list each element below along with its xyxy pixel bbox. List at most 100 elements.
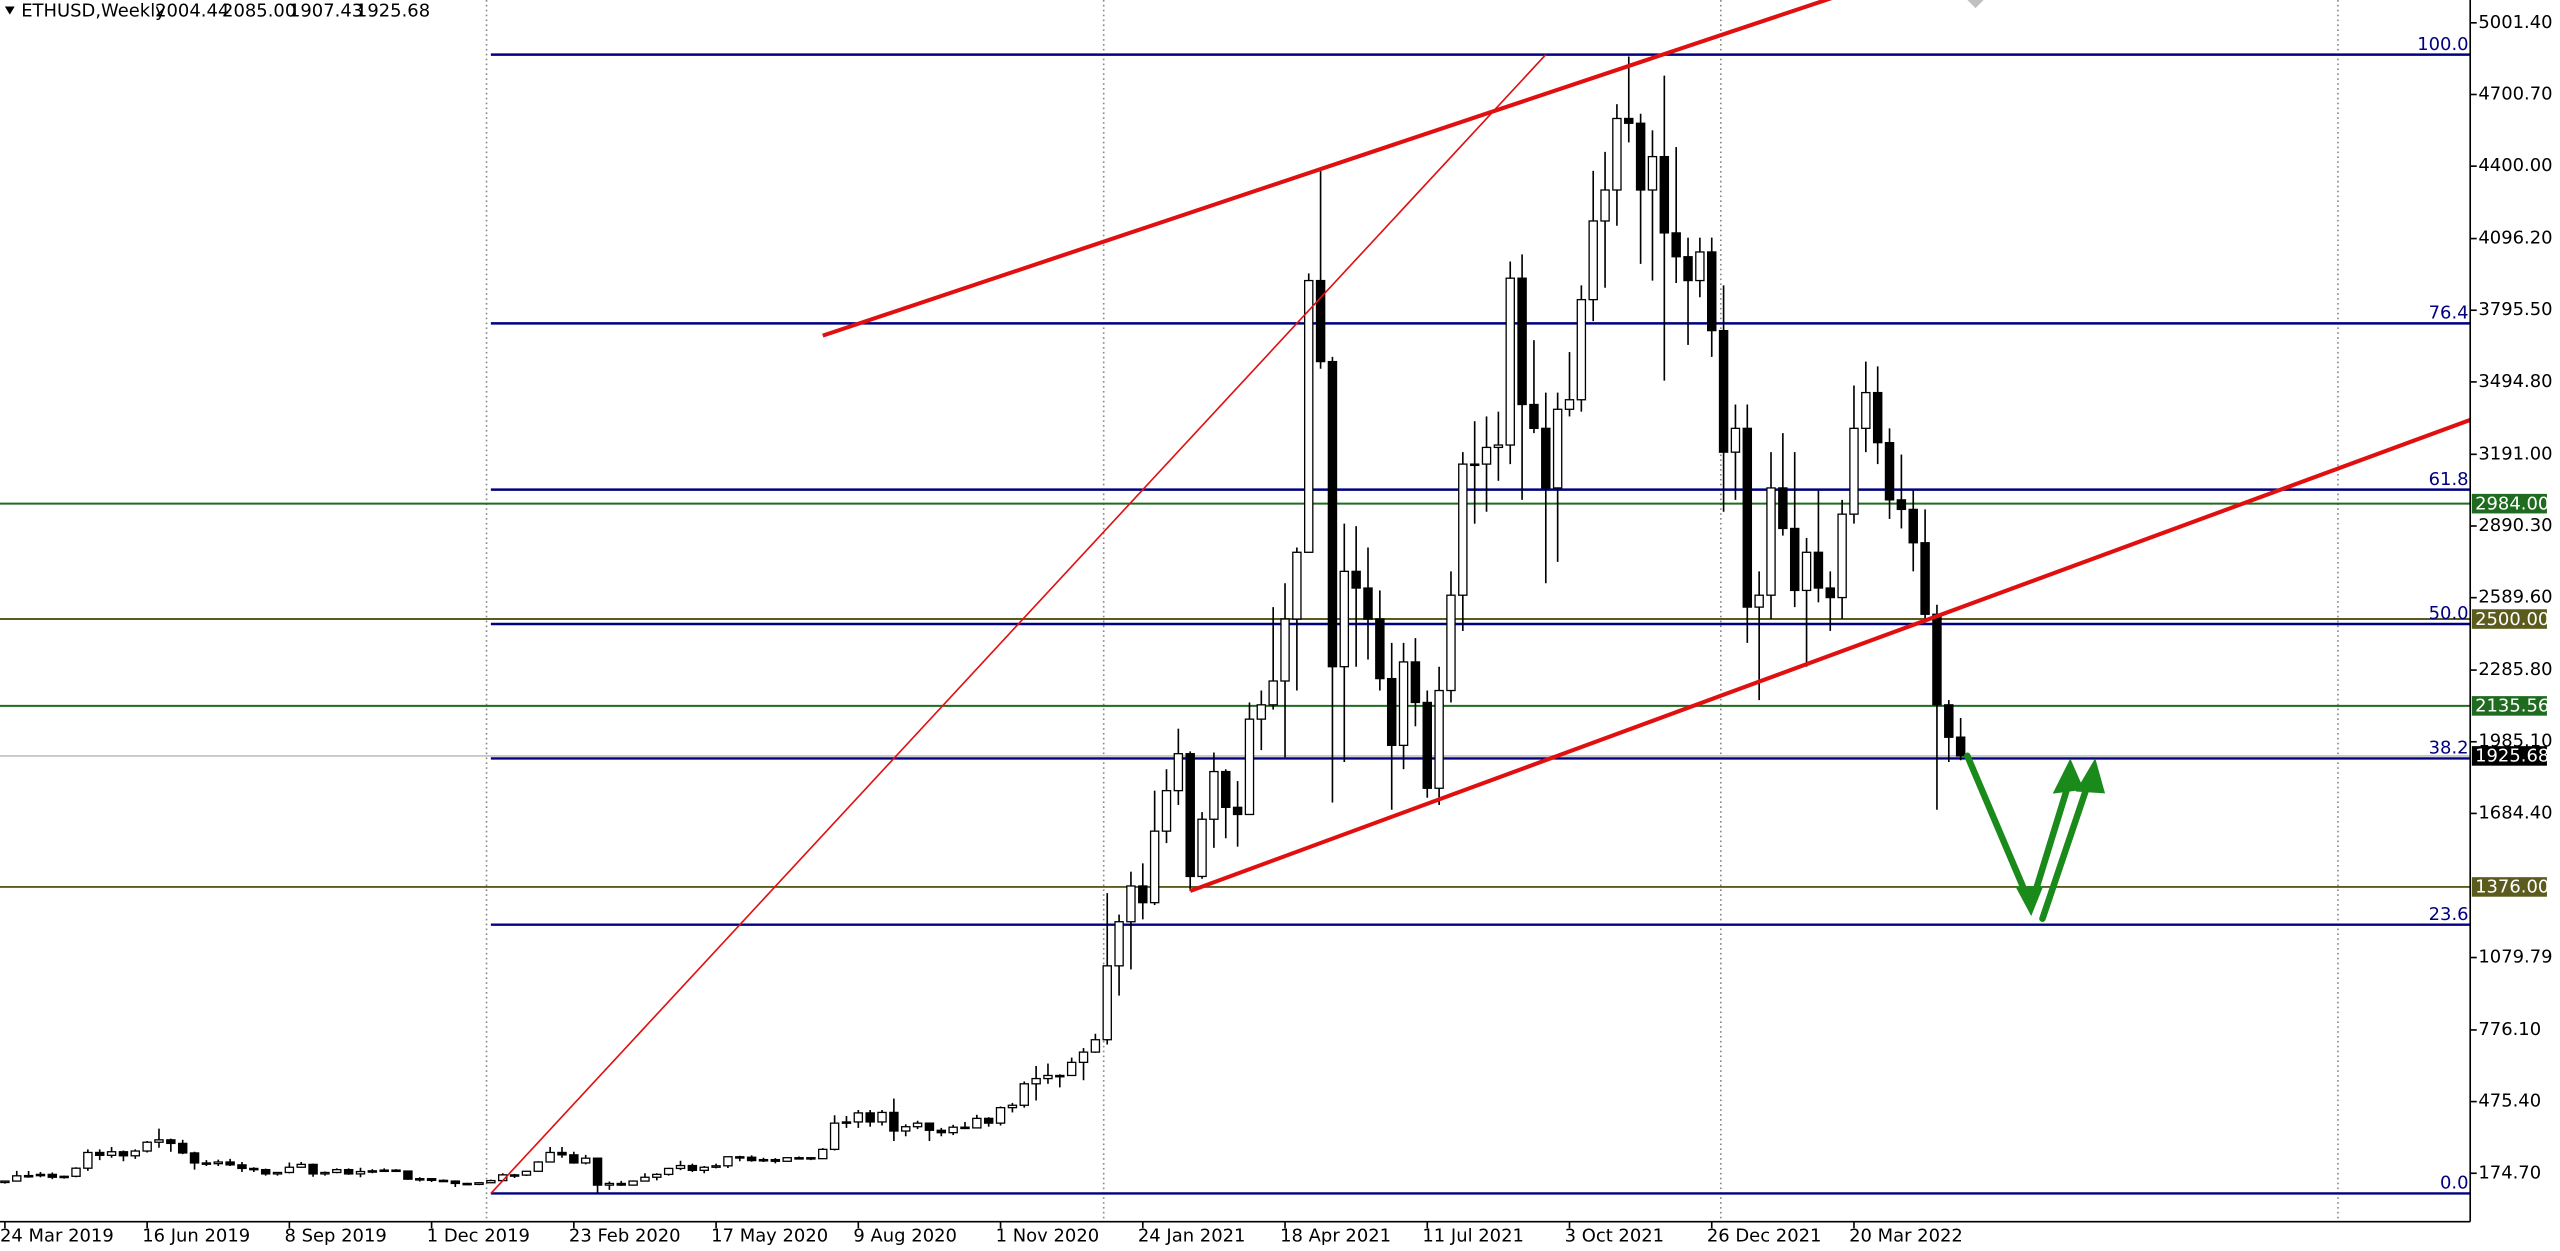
axis-layer: 5001.40 4700.70 4400.00 4096.20 3795.50 3494.…	[0, 12, 2553, 1247]
header-value: 2004.44	[155, 0, 229, 21]
candle-body	[1375, 618, 1385, 680]
trendline-layer	[490, 0, 2471, 1195]
candle-body	[1469, 463, 1480, 467]
candle-body	[320, 1171, 330, 1175]
candle-body	[889, 1111, 899, 1132]
candle-body	[1315, 279, 1326, 363]
y-tick-label: 174.70	[2478, 1162, 2541, 1183]
y-tick-label: 2890.30	[2478, 515, 2552, 536]
candle-body	[687, 1164, 698, 1171]
candle-body	[1529, 403, 1539, 429]
candle-body	[1635, 122, 1646, 191]
candle-body	[1789, 527, 1800, 592]
candle-body	[1849, 427, 1859, 515]
price-level-box	[2471, 877, 2547, 897]
y-tick-label: 1079.79	[2478, 947, 2552, 968]
candle-body	[1825, 587, 1836, 599]
candle-body	[1600, 189, 1610, 222]
price-level-label: 1925.68	[2475, 746, 2549, 767]
candle-body	[616, 1182, 626, 1186]
x-tick-label: 18 Apr 2021	[1280, 1225, 1391, 1246]
x-tick-label: 8 Sep 2019	[284, 1225, 386, 1246]
header-title: ETHUSD,Weekly	[21, 0, 166, 21]
candle-body	[806, 1157, 816, 1160]
candle-body	[841, 1121, 852, 1124]
fib-label: 61.8	[2429, 469, 2469, 490]
candle-body	[1576, 298, 1587, 401]
x-tick-label: 23 Feb 2020	[569, 1225, 681, 1246]
candle-body	[166, 1139, 176, 1145]
candle-body	[1244, 718, 1255, 816]
candle-body	[699, 1166, 709, 1171]
candle-body	[1920, 542, 1930, 615]
candle-body	[794, 1157, 804, 1160]
arrow-head	[2015, 886, 2044, 917]
candle-body	[652, 1173, 662, 1178]
candle-body	[249, 1167, 259, 1171]
candle-body	[391, 1169, 401, 1173]
candle-body	[403, 1170, 413, 1180]
candle-body	[1090, 1039, 1101, 1053]
candle-body	[1837, 513, 1847, 599]
candle-body	[1813, 551, 1824, 589]
x-tick-label: 3 Oct 2021	[1565, 1225, 1665, 1246]
candle-body	[1754, 594, 1764, 608]
candle-body	[723, 1156, 733, 1167]
candle-body	[1517, 277, 1527, 406]
fibonacci-layer: 100.0 76.4 61.8 50.0 38.2 23.6 0.0	[490, 34, 2471, 1195]
candle-body	[1232, 806, 1243, 816]
candle-body	[782, 1157, 792, 1162]
y-tick-label: 4096.20	[2478, 228, 2552, 249]
levels-layer	[0, 502, 2471, 888]
fib-label: 0.0	[2440, 1173, 2469, 1194]
candle-body	[924, 1122, 935, 1131]
fib-label: 100.0	[2417, 34, 2468, 55]
candle-body	[1126, 885, 1136, 923]
x-tick-label: 1 Nov 2020	[996, 1225, 1100, 1246]
candle-body	[1778, 487, 1788, 530]
candle-body	[545, 1151, 555, 1163]
candle-body	[71, 1167, 81, 1177]
x-tick-label: 16 Jun 2019	[142, 1225, 250, 1246]
header-value: 2085.00	[222, 0, 296, 21]
candle-body	[1624, 117, 1634, 124]
candle-body	[1066, 1061, 1077, 1077]
y-tick-label: 3795.50	[2478, 299, 2552, 320]
y-tick-label: 2589.60	[2478, 587, 2552, 608]
y-tick-label: 776.10	[2478, 1019, 2541, 1040]
candle-body	[343, 1168, 354, 1175]
candle-body	[450, 1180, 461, 1185]
y-tick-label: 4700.70	[2478, 83, 2552, 104]
price-level-box	[2471, 696, 2547, 716]
candle-body	[474, 1182, 484, 1186]
candle-body	[557, 1151, 567, 1156]
candle-body	[225, 1161, 235, 1166]
marker	[1967, 0, 1984, 9]
candle-body	[604, 1182, 615, 1186]
candle-body	[1019, 1083, 1029, 1106]
candle-body	[1149, 830, 1160, 904]
candle-body	[1932, 613, 1942, 706]
candle-body	[462, 1182, 472, 1186]
candle-body	[1102, 965, 1112, 1041]
trendline	[490, 54, 1547, 1195]
fib-label: 50.0	[2429, 603, 2469, 624]
candle-body	[663, 1167, 674, 1176]
header-value: 1907.43	[289, 0, 363, 21]
candle-body	[130, 1150, 141, 1157]
candle-body	[640, 1176, 650, 1182]
candle-body	[1588, 220, 1598, 301]
candle-body	[592, 1157, 603, 1186]
candle-body	[260, 1168, 271, 1175]
header-value: 1925.68	[356, 0, 430, 21]
candle-body	[142, 1141, 152, 1152]
candle-body	[1173, 753, 1184, 792]
candle-body	[1185, 753, 1195, 878]
candle-body	[1564, 399, 1575, 410]
candle-body	[189, 1152, 200, 1164]
candle-body	[1327, 360, 1338, 668]
candle-body	[47, 1173, 58, 1178]
candle-body	[355, 1170, 366, 1175]
